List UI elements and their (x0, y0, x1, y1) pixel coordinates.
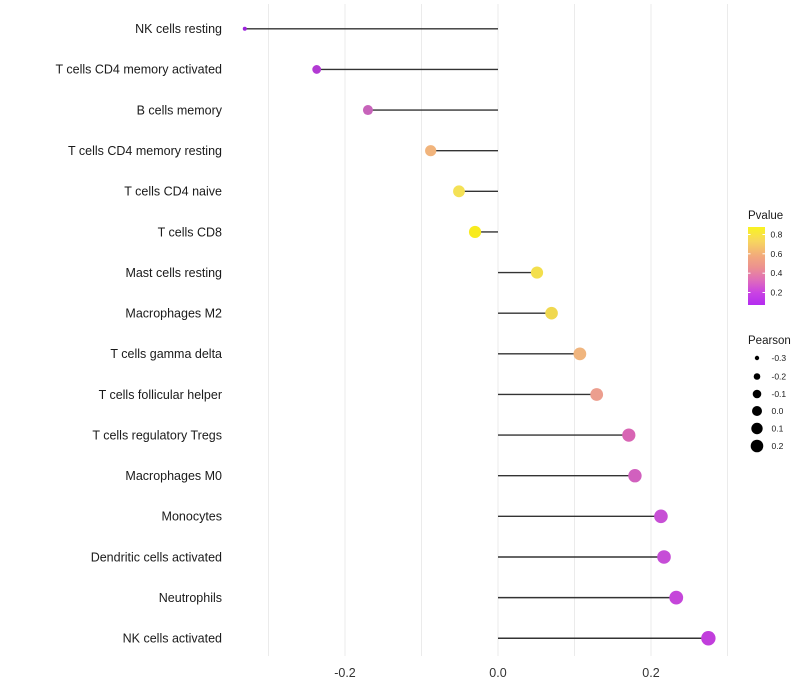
lollipop-dot (654, 509, 668, 524)
lollipop-dot (622, 428, 636, 442)
lollipop-dot (530, 266, 544, 279)
lollipop-dot (362, 105, 373, 116)
lollipop-dot (242, 26, 247, 31)
category-label: Monocytes (162, 510, 222, 524)
pearson-legend-title: Pearson (748, 335, 791, 347)
category-label: Dendritic cells activated (91, 550, 222, 564)
category-label: T cells gamma delta (110, 347, 222, 361)
lollipop-dot (573, 347, 587, 361)
pearson-size-label: 0.1 (772, 424, 784, 434)
category-label: Neutrophils (159, 591, 222, 605)
category-label: Macrophages M2 (125, 307, 222, 321)
category-label: T cells regulatory Tregs (92, 428, 222, 442)
lollipop-dot (545, 306, 558, 320)
pvalue-tick-label: 0.6 (771, 249, 783, 259)
x-axis-tick-label: 0.0 (489, 666, 506, 680)
pearson-size-dot (751, 422, 763, 435)
category-label: NK cells resting (135, 22, 222, 36)
lollipop-dot (590, 388, 604, 401)
pearson-size-dot (753, 373, 761, 380)
category-label: B cells memory (137, 103, 223, 117)
lollipop-dot (628, 469, 642, 483)
category-label: Macrophages M0 (125, 469, 222, 483)
pearson-size-label: -0.2 (772, 372, 787, 382)
lollipop-dot (468, 225, 482, 239)
lollipop-dot (669, 590, 684, 605)
pvalue-tick-label: 0.8 (771, 230, 783, 240)
lollipop-dot (425, 145, 437, 157)
category-label: T cells CD4 naive (124, 185, 222, 199)
x-axis-tick-label: 0.2 (642, 666, 659, 680)
x-axis-tick-label: -0.2 (334, 666, 356, 680)
pearson-size-label: 0.2 (772, 441, 784, 451)
lollipop-dot (312, 65, 322, 74)
category-label: T cells CD4 memory resting (68, 144, 222, 158)
pearson-size-dot (754, 355, 760, 361)
pvalue-legend-title: Pvalue (748, 210, 783, 222)
pvalue-tick-label: 0.4 (771, 268, 783, 278)
pearson-size-label: -0.1 (772, 389, 787, 399)
pearson-size-dot (750, 439, 764, 453)
pearson-size-dot (752, 406, 762, 416)
lollipop-dot (701, 631, 716, 646)
pvalue-tick-label: 0.2 (771, 288, 783, 298)
lollipop-dot (453, 185, 465, 198)
pvalue-gradient-bar (748, 227, 765, 305)
pearson-size-label: -0.3 (772, 353, 787, 363)
pearson-size-label: 0.0 (772, 406, 784, 416)
category-label: T cells CD8 (158, 225, 222, 239)
category-label: Mast cells resting (125, 266, 222, 280)
pearson-size-dot (752, 389, 762, 399)
category-label: NK cells activated (123, 632, 222, 646)
lollipop-dot (657, 550, 671, 564)
category-label: T cells follicular helper (99, 388, 222, 402)
category-label: T cells CD4 memory activated (56, 63, 223, 77)
